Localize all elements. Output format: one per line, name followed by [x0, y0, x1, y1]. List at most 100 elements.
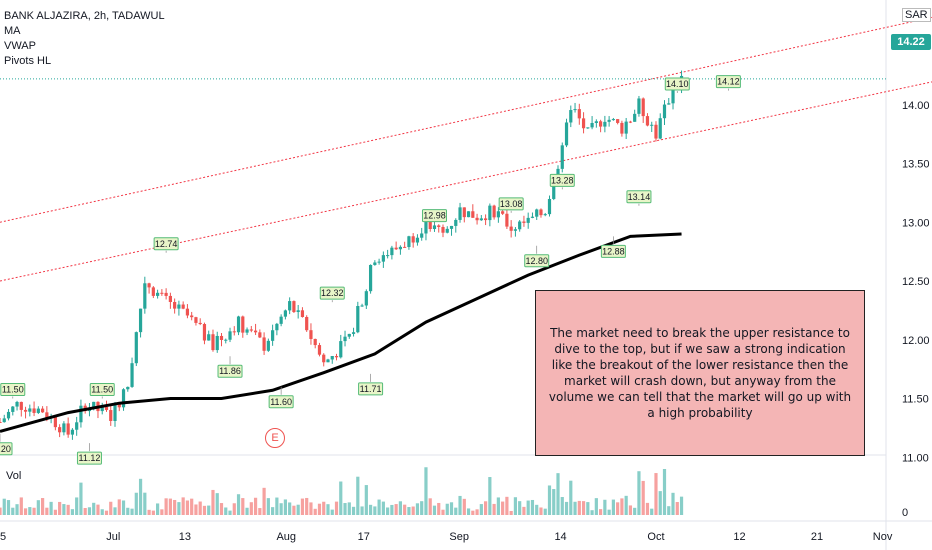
candle-body — [411, 236, 415, 243]
annotation-note[interactable]: The market need to break the upper resis… — [535, 290, 865, 456]
channel-lower-line — [0, 81, 932, 282]
pivot-label-box — [600, 244, 626, 258]
volume-bar — [126, 507, 130, 515]
pivot-label: 12.32 — [321, 288, 344, 298]
candle-body — [496, 211, 500, 218]
time-axis-label: 14 — [554, 531, 566, 543]
candle-body — [437, 225, 441, 227]
pivot-marker: 12.80 — [524, 245, 550, 268]
volume-bar — [432, 505, 437, 515]
candle-body — [275, 323, 279, 331]
volume-bar — [599, 509, 603, 515]
volume-bar — [356, 476, 360, 515]
candle-body — [6, 411, 11, 419]
candle-body — [130, 363, 134, 387]
candle-body — [288, 301, 292, 311]
volume-bar — [394, 504, 398, 515]
time-axis-label: Aug — [276, 531, 296, 543]
volume-bar — [66, 504, 70, 515]
indicator-vwap[interactable]: VWAP — [4, 40, 36, 52]
candle-body — [339, 341, 343, 358]
candle-body — [471, 211, 475, 218]
volume-bar — [505, 496, 509, 515]
candle-body — [151, 287, 155, 296]
volume-bar — [347, 502, 351, 515]
candle-body — [368, 264, 373, 292]
volume-bar — [543, 508, 547, 515]
volume-bar — [509, 510, 513, 515]
candle-body — [313, 338, 317, 346]
volume-pane-label[interactable]: Vol — [6, 470, 22, 482]
volume-bar — [296, 504, 300, 515]
candle-body — [271, 330, 275, 341]
volume-bar — [364, 485, 368, 515]
candle-body — [547, 198, 552, 215]
pivot-label-box — [664, 77, 690, 91]
pivot-marker: 11.60 — [268, 386, 294, 409]
volume-bar — [624, 495, 628, 515]
symbol-title[interactable]: BANK ALJAZIRA, 2h, TADAWUL — [4, 10, 165, 22]
price-axis-label: 12.00 — [902, 335, 930, 347]
volume-group — [0, 467, 684, 515]
pivot-label-box — [76, 451, 102, 465]
candle-body — [249, 329, 253, 331]
candle-body — [134, 332, 138, 364]
volume-bar — [211, 489, 215, 515]
price-axis-label: 13.00 — [902, 217, 930, 229]
pivot-label: 11.71 — [360, 384, 382, 394]
volume-bar — [633, 507, 637, 515]
volume-bar — [45, 507, 49, 515]
volume-bar — [79, 482, 83, 515]
volume-bar — [70, 509, 75, 515]
pivot-marker: 11.12 — [76, 443, 102, 465]
volume-bar — [75, 497, 79, 515]
candle-body — [58, 427, 62, 433]
pivot-label-box — [0, 442, 13, 456]
volume-bar — [215, 493, 219, 515]
volume-bar — [377, 499, 381, 515]
candle-body — [236, 316, 241, 333]
candle-body — [492, 205, 496, 218]
pivot-label-box — [268, 395, 294, 409]
volume-bar — [390, 504, 394, 515]
candle-body — [279, 316, 283, 324]
candle-body — [381, 255, 385, 262]
candle-body — [292, 301, 296, 313]
candle-body — [100, 406, 104, 412]
time-axis-label: 15 — [0, 531, 6, 543]
time-axis-label: Sep — [449, 531, 469, 543]
volume-bar — [121, 500, 126, 515]
volume-bar — [462, 498, 466, 515]
volume-bar — [262, 487, 266, 515]
volume-bar — [266, 498, 270, 515]
volume-bar — [556, 473, 560, 515]
volume-bar — [292, 505, 296, 515]
volume-bar — [6, 500, 11, 515]
pivot-marker: 13.28 — [549, 173, 575, 190]
volume-bar — [351, 506, 356, 515]
candle-body — [386, 255, 390, 257]
pivot-marker: 12.32 — [319, 286, 345, 303]
currency-label[interactable]: SAR — [902, 8, 931, 22]
candle-body — [501, 211, 505, 214]
volume-bar — [667, 506, 671, 515]
candle-body — [564, 122, 569, 146]
volume-bar — [236, 494, 241, 515]
earnings-event-icon[interactable]: E — [265, 428, 285, 448]
candle-body — [594, 121, 598, 123]
volume-bar — [253, 497, 258, 515]
indicator-pivots[interactable]: Pivots HL — [4, 55, 52, 67]
annotation-text: The market need to break the upper resis… — [548, 326, 852, 420]
candle-body — [522, 221, 526, 223]
candle-body — [654, 124, 658, 139]
candle-body — [671, 85, 675, 104]
pivot-marker: 11.50 — [0, 383, 26, 399]
indicator-ma[interactable]: MA — [4, 25, 21, 37]
volume-bar — [518, 501, 522, 515]
volume-bar — [219, 503, 224, 515]
candle-body — [441, 226, 445, 233]
candle-body — [479, 218, 483, 221]
candle-body — [662, 104, 667, 119]
